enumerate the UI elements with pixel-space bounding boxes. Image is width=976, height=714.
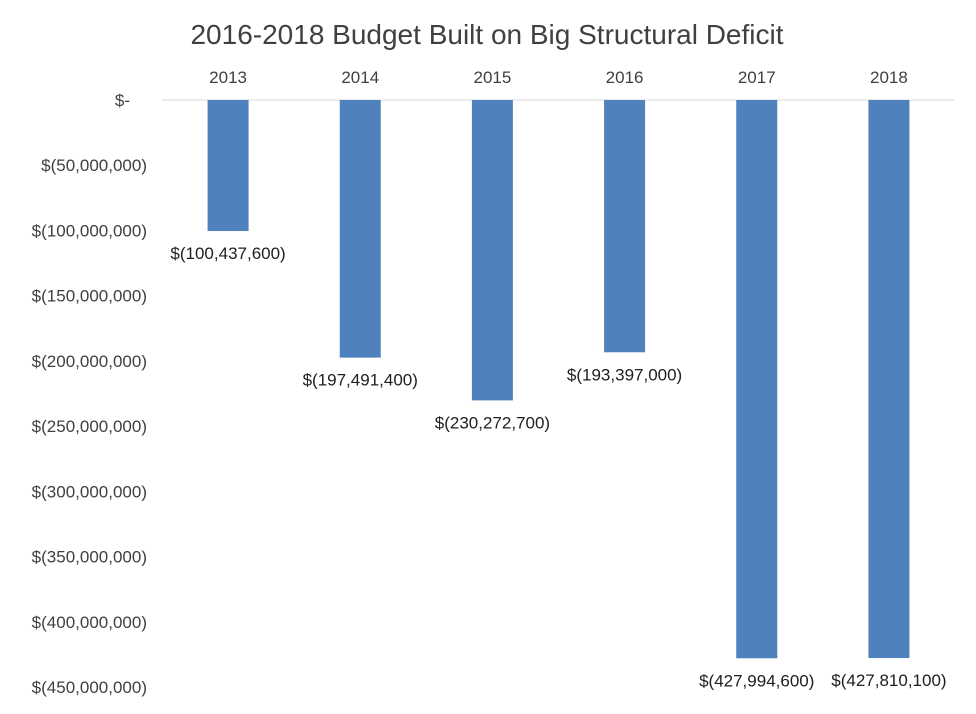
y-axis: $- $(50,000,000) $(100,000,000) $(150,000,0… [32,91,147,697]
bar [868,100,910,659]
bar [471,100,513,401]
y-tick-label: $(50,000,000) [41,156,147,175]
x-tick-label: 2018 [870,68,908,87]
y-tick-label: $(450,000,000) [32,678,147,697]
x-tick-label: 2014 [341,68,379,87]
y-tick-label: $(350,000,000) [32,548,147,567]
bar [604,100,646,353]
x-axis: 2013 2014 2015 2016 2017 2018 [209,68,908,87]
x-tick-label: 2013 [209,68,247,87]
data-label: $(197,491,400) [303,371,418,390]
bar [736,100,778,659]
data-label: $(230,272,700) [435,413,550,432]
x-tick-label: 2016 [606,68,644,87]
y-tick-label: $(150,000,000) [32,287,147,306]
chart-title: 2016-2018 Budget Built on Big Structural… [190,19,783,50]
x-tick-label: 2017 [738,68,776,87]
bar [207,100,249,232]
y-tick-label: $(400,000,000) [32,613,147,632]
y-tick-label: $(100,000,000) [32,221,147,240]
data-label: $(100,437,600) [170,244,285,263]
y-tick-label: $(250,000,000) [32,417,147,436]
data-label: $(193,397,000) [567,365,682,384]
x-tick-label: 2015 [474,68,512,87]
y-tick-label: $(200,000,000) [32,352,147,371]
y-tick-label: $(300,000,000) [32,482,147,501]
data-labels: $(100,437,600) $(197,491,400) $(230,272,70… [170,244,946,690]
data-label: $(427,994,600) [699,671,814,690]
y-tick-label: $- [115,91,130,110]
data-label: $(427,810,100) [831,671,946,690]
bar [339,100,381,358]
bar-series [207,100,910,659]
